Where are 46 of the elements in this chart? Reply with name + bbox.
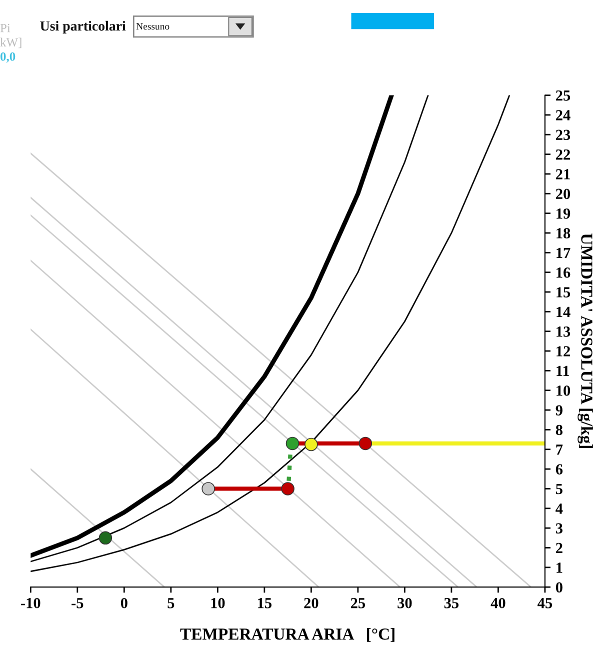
x-tick-label: 20 xyxy=(304,598,318,608)
x-tick-label: 25 xyxy=(350,598,366,608)
x-tick-label: 15 xyxy=(258,598,272,608)
x-tick-label: -10 xyxy=(21,598,40,608)
y-tick-label: 20 xyxy=(556,188,570,200)
y-tick-label: 11 xyxy=(556,366,570,376)
y-tick-label: 7 xyxy=(556,444,563,455)
x-tick-label: 35 xyxy=(444,598,459,608)
text: 0,0 xyxy=(0,52,16,63)
y-tick-label: 22 xyxy=(556,149,570,160)
y-tick-label: 13 xyxy=(556,326,570,337)
y-tick-label: 4 xyxy=(556,504,563,514)
y-tick-label: 3 xyxy=(556,523,562,534)
y-tick-label: 18 xyxy=(556,228,570,238)
x-tick-label: 40 xyxy=(490,598,506,608)
y-tick-label: 24 xyxy=(556,110,570,120)
y-tick-label: 19 xyxy=(556,208,570,219)
y-tick-label: 12 xyxy=(556,346,570,356)
y-tick-label: 2 xyxy=(556,542,562,554)
y-tick-label: 25 xyxy=(556,90,570,101)
text: Pi xyxy=(0,24,10,32)
y-tick-label: 21 xyxy=(556,169,570,180)
y-tick-label: 9 xyxy=(556,405,562,416)
y-tick-label: 0 xyxy=(556,582,562,593)
y-tick-label: 17 xyxy=(556,248,570,258)
y-tick-label: 1 xyxy=(556,562,562,573)
y-tick-label: 16 xyxy=(556,268,570,278)
y-tick-label: 5 xyxy=(556,484,562,494)
y-tick-label: 14 xyxy=(556,306,570,317)
line-series xyxy=(30,95,510,572)
x-axis-title: TEMPERATURA ARIA [°C] xyxy=(180,628,394,642)
text: Usi particolari xyxy=(40,20,126,34)
x-tick-label: 30 xyxy=(398,598,412,608)
text: Nessuno xyxy=(136,23,170,30)
x-tick-label: 0 xyxy=(120,598,128,608)
y-tick-label: 23 xyxy=(556,130,570,140)
x-tick-label: 10 xyxy=(211,598,225,608)
y-tick-label: 15 xyxy=(556,287,570,298)
y-axis-title: UMIDITA' ASSOLUTA [g/kg] xyxy=(578,234,593,448)
x-tick-label: 45 xyxy=(538,598,552,608)
x-tick-label: -5 xyxy=(72,598,84,608)
y-tick-label: 8 xyxy=(556,424,563,436)
y-tick-label: 6 xyxy=(556,464,563,474)
text: kW] xyxy=(0,38,22,48)
x-tick-label: 5 xyxy=(168,598,174,608)
y-tick-label: 10 xyxy=(556,385,570,396)
